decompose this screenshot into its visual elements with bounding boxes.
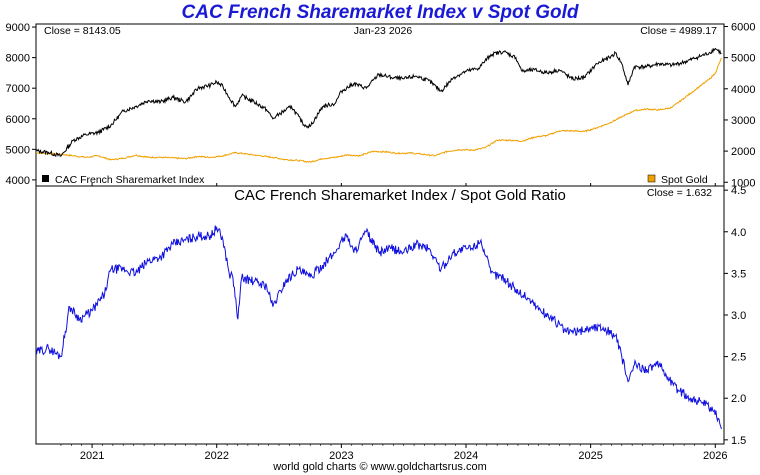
ratio-close-label: Close = 1.632 <box>647 187 712 199</box>
ratio-series-line <box>35 225 722 430</box>
legend-gold-swatch <box>647 174 656 183</box>
left-tick-label: 8000 <box>6 53 30 65</box>
x-tick-label: 2021 <box>80 450 104 462</box>
left-tick-label: 6000 <box>6 114 30 126</box>
footer-credit: world gold charts © www.goldchartsrus.co… <box>273 461 487 473</box>
x-tick-label: 2025 <box>578 450 602 462</box>
right-tick-label: 5000 <box>731 53 755 65</box>
right-tick-label: 2000 <box>731 146 755 158</box>
gold-close-label: Close = 4989.17 <box>640 25 717 37</box>
ratio-tick-label: 2.0 <box>731 393 746 405</box>
left-tick-label: 7000 <box>6 83 30 95</box>
right-tick-label: 1000 <box>731 177 755 189</box>
x-tick-label: 2023 <box>329 450 353 462</box>
right-tick-label: 6000 <box>731 21 755 33</box>
ratio-title: CAC French Sharemarket Index / Spot Gold… <box>234 187 566 204</box>
ratio-tick-label: 4.0 <box>731 227 746 239</box>
legend-gold-label: Spot Gold <box>661 174 708 186</box>
bottom-panel-frame <box>35 185 725 445</box>
left-tick-label: 4000 <box>6 175 30 187</box>
ratio-tick-label: 4.5 <box>731 185 746 197</box>
left-tick-label: 9000 <box>6 22 30 34</box>
x-tick-label: 2024 <box>454 450 478 462</box>
cac-close-label: Close = 8143.05 <box>44 25 121 37</box>
right-tick-label: 4000 <box>731 84 755 96</box>
right-tick-label: 3000 <box>731 115 755 127</box>
ratio-tick-label: 3.5 <box>731 268 746 280</box>
ratio-tick-label: 1.5 <box>731 435 746 447</box>
ratio-tick-label: 3.0 <box>731 310 746 322</box>
gold-series-line <box>36 57 722 163</box>
ratio-tick-label: 2.5 <box>731 352 746 364</box>
cac-series-line <box>35 47 722 157</box>
x-tick-label: 2026 <box>703 450 727 462</box>
legend-cac-label: CAC French Sharemarket Index <box>55 174 205 186</box>
left-tick-label: 5000 <box>6 144 30 156</box>
date-label: Jan-23 2026 <box>354 25 413 37</box>
legend-cac-swatch <box>42 175 49 182</box>
chart-title: CAC French Sharemarket Index v Spot Gold <box>181 2 579 23</box>
x-tick-label: 2022 <box>204 450 228 462</box>
